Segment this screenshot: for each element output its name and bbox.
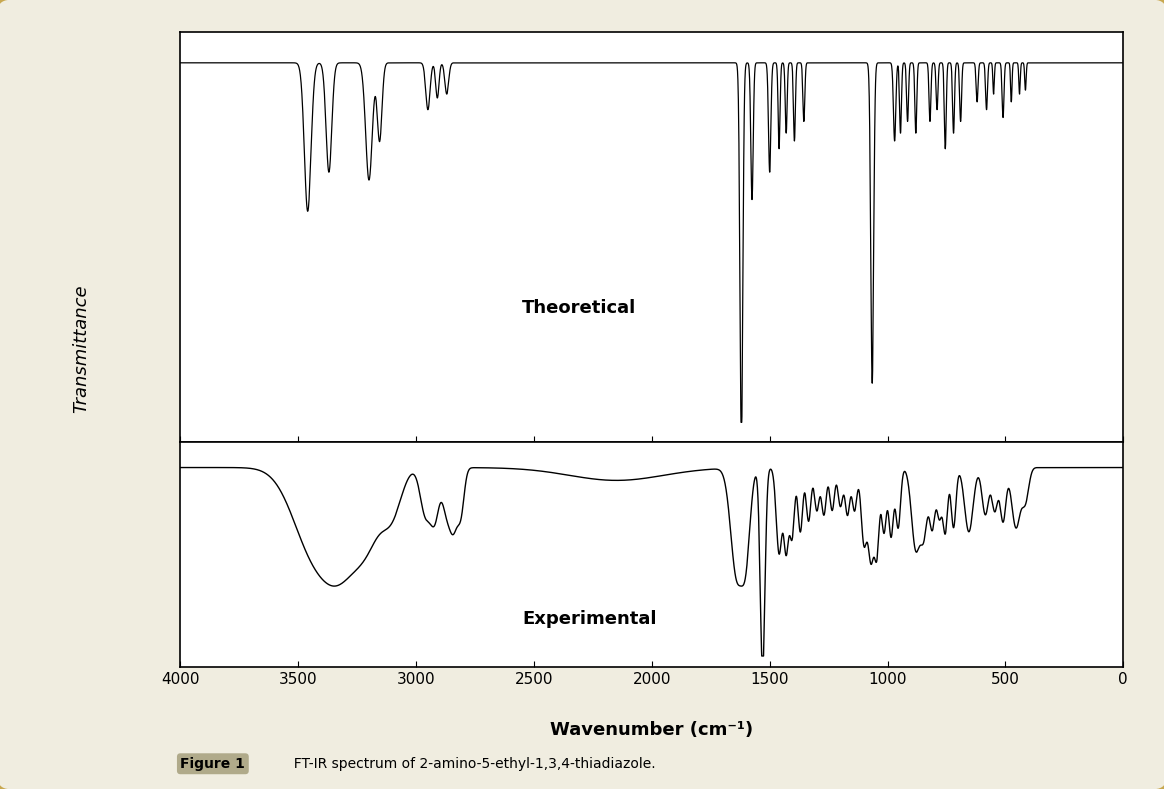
Text: Theoretical: Theoretical <box>523 299 637 317</box>
Text: Experimental: Experimental <box>523 610 656 628</box>
Text: Wavenumber (cm⁻¹): Wavenumber (cm⁻¹) <box>551 721 753 739</box>
Text: Transmittance: Transmittance <box>72 285 91 413</box>
Text: FT-IR spectrum of 2-amino-5-ethyl-1,3,4-thiadiazole.: FT-IR spectrum of 2-amino-5-ethyl-1,3,4-… <box>285 757 655 771</box>
Text: Figure 1: Figure 1 <box>180 757 246 771</box>
